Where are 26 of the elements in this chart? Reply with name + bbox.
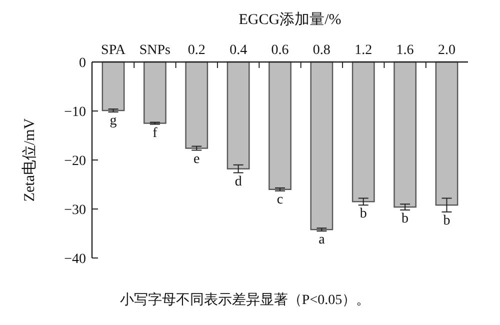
text: 小写字母不同表示差异显著（P<0.05）。 [120, 292, 370, 308]
y-tick-label: −30 [64, 202, 86, 218]
x-tick-label: SPA [101, 43, 126, 58]
x-tick-label: 1.2 [354, 43, 372, 58]
annotation: c [276, 192, 284, 208]
x-tick-label: 0.4 [230, 43, 248, 58]
y-axis-title: Zeta电位/mV [21, 118, 38, 202]
x-axis-title: EGCG添加量/% [238, 11, 342, 28]
annotation: d [234, 174, 242, 190]
annotation: b [443, 214, 450, 229]
annotation: a [318, 232, 326, 248]
x-tick-label: SNPs [139, 43, 171, 58]
y-tick-label: −10 [64, 104, 86, 120]
annotation: b [360, 206, 367, 222]
x-tick-label: 0.8 [312, 43, 330, 58]
x-tick-label: 0.2 [188, 43, 206, 58]
y-tick-label: −20 [64, 154, 86, 169]
annotation: e [194, 152, 200, 167]
x-tick-label: 2.0 [438, 43, 456, 58]
x-tick-label: 1.6 [396, 43, 414, 58]
annotation: b [402, 212, 409, 227]
y-tick-label: 0 [79, 56, 86, 71]
x-tick-label: 0.6 [271, 43, 289, 58]
annotation: f [152, 126, 158, 141]
y-tick-label: −40 [64, 252, 86, 267]
annotation: g [110, 114, 117, 129]
